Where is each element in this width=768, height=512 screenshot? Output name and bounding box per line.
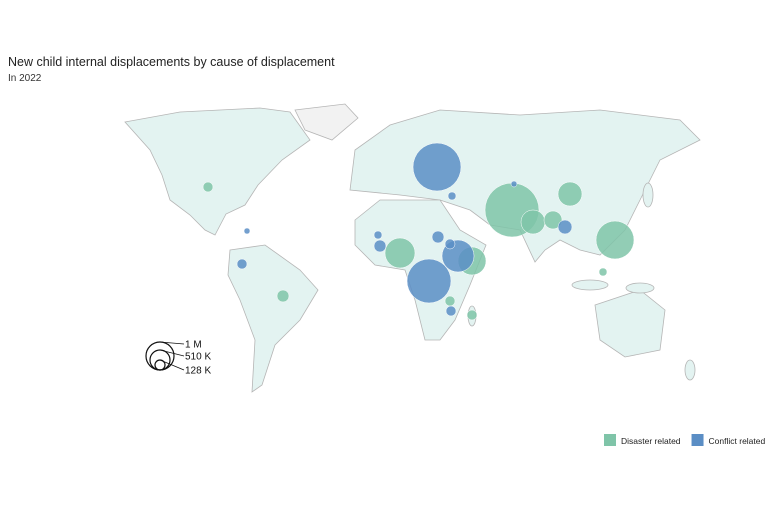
size-legend-label: 1 M [185, 340, 202, 351]
size-legend-leader [159, 359, 185, 371]
bubble [384, 237, 416, 269]
land [625, 282, 655, 294]
legend-swatch [691, 434, 704, 446]
bubble [412, 142, 462, 192]
size-legend-leader [159, 349, 185, 357]
size-legend-leader [159, 341, 185, 345]
bubble [276, 289, 290, 303]
bubble [598, 267, 608, 277]
bubble [466, 309, 478, 321]
legend-label: Disaster related [621, 436, 681, 446]
bubble [557, 219, 573, 235]
legend-label: Conflict related [709, 436, 766, 446]
size-legend-label: 128 K [185, 365, 211, 376]
bubble [202, 181, 214, 193]
land [294, 103, 359, 141]
land [684, 359, 696, 381]
bubble-layer [202, 142, 635, 321]
bubble [520, 209, 546, 235]
bubble [447, 191, 457, 201]
bubble [236, 258, 248, 270]
map-subtitle: In 2022 [8, 73, 42, 84]
bubble [444, 238, 456, 250]
bubble [595, 220, 635, 260]
bubble [510, 180, 518, 188]
map-title: New child internal displacements by caus… [8, 55, 335, 69]
bubble [373, 239, 387, 253]
size-legend-label: 510 K [185, 352, 211, 363]
bubble [373, 230, 383, 240]
bubble [557, 181, 583, 207]
land [571, 279, 609, 291]
land [227, 244, 319, 393]
legend-swatch [604, 434, 616, 446]
land [642, 182, 654, 208]
land [594, 289, 666, 358]
bubble [543, 210, 563, 230]
land [124, 107, 311, 236]
bubble [431, 230, 445, 244]
bubble [444, 295, 456, 307]
legend: Disaster related Conflict related [604, 434, 765, 446]
bubble [445, 305, 457, 317]
bubble [406, 258, 452, 304]
bubble [243, 227, 251, 235]
